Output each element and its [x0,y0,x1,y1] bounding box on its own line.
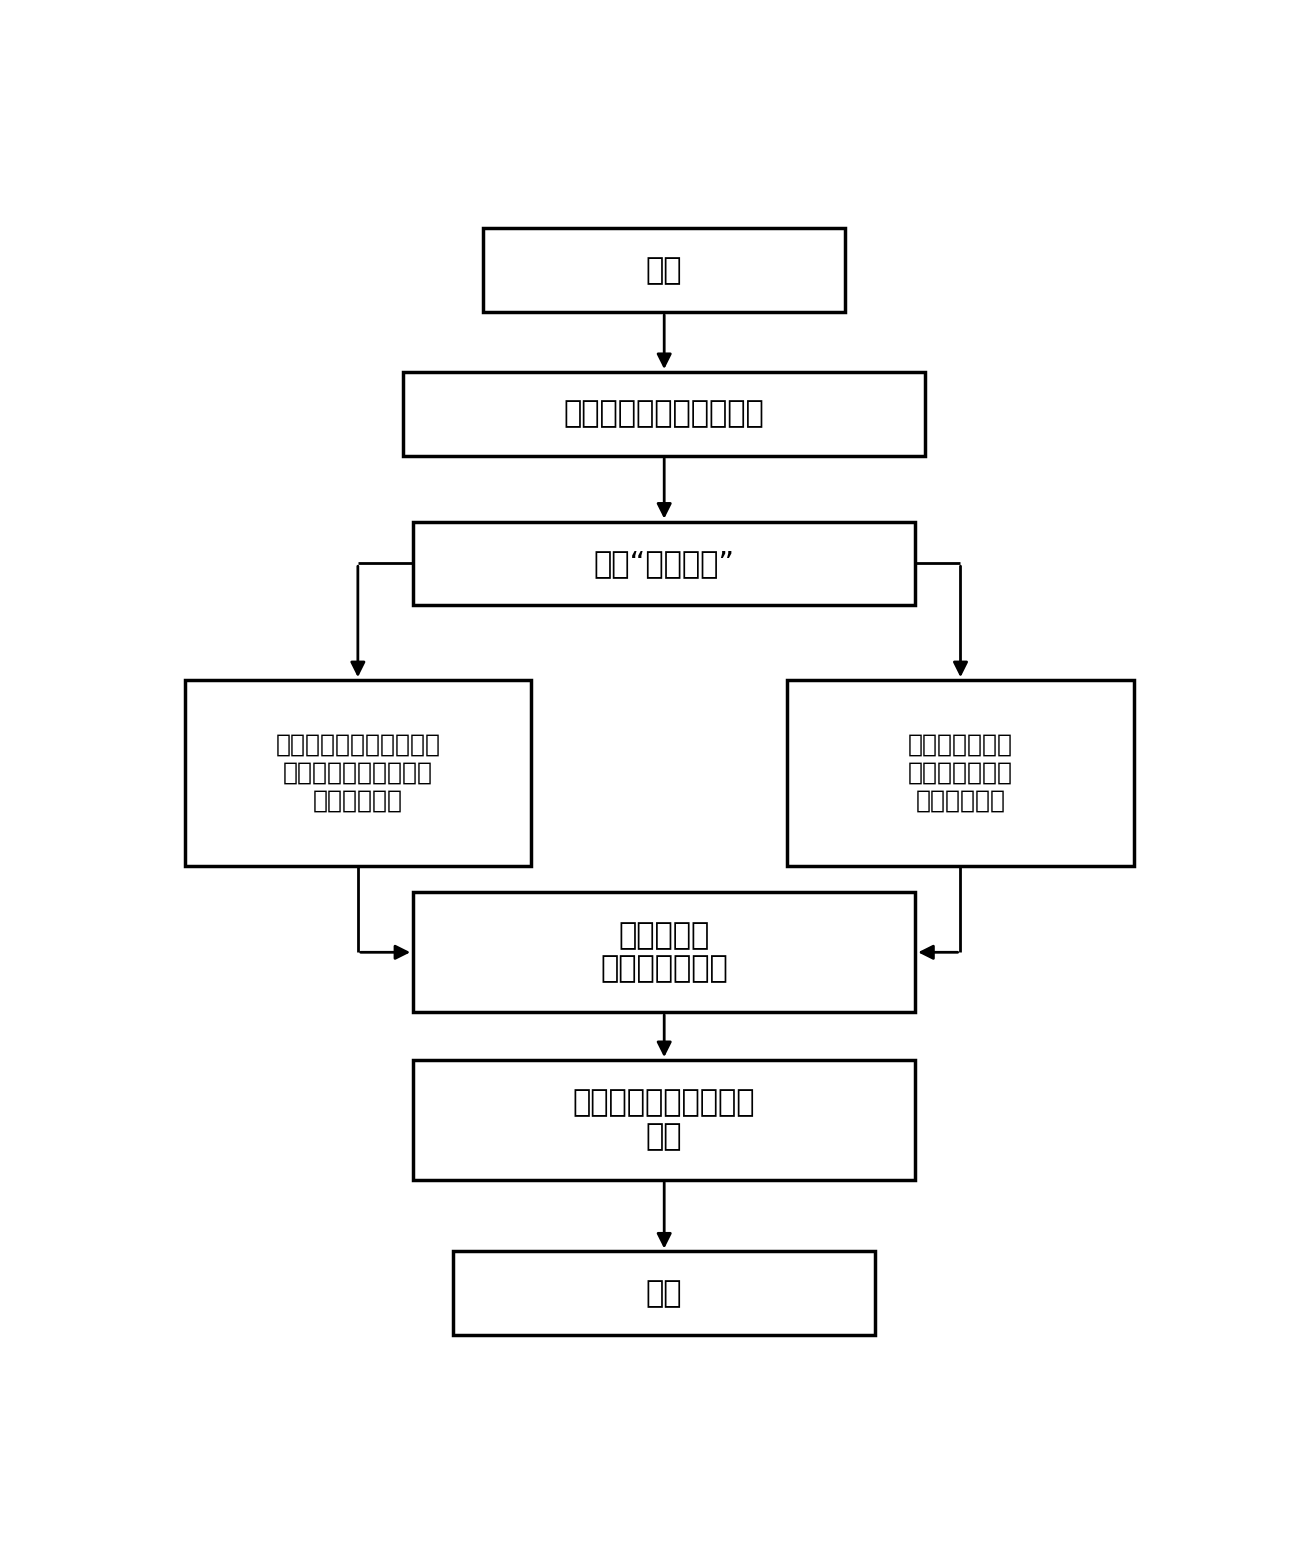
Text: 设定“有效区域”: 设定“有效区域” [594,549,735,578]
Bar [413,522,915,606]
Text: 获取最终的猪个体前景
目标: 获取最终的猪个体前景 目标 [573,1088,756,1152]
Bar [403,371,925,455]
Text: 开始: 开始 [645,256,683,284]
Bar [454,1251,875,1335]
Bar [184,681,531,866]
Text: 采集俦视群养猪视频序列: 采集俦视群养猪视频序列 [564,399,765,429]
Bar [413,1060,915,1179]
Bar [483,228,845,312]
Bar [413,892,915,1012]
Text: 提出基于预测机制的混合
高斯模型前景检测算法
获取前景目标: 提出基于预测机制的混合 高斯模型前景检测算法 获取前景目标 [275,733,441,813]
Text: 结果融合及
数学形态学处理: 结果融合及 数学形态学处理 [600,922,728,984]
Text: 利用颜色信息的
最大熵阀値分割
获取前景目标: 利用颜色信息的 最大熵阀値分割 获取前景目标 [908,733,1013,813]
Bar [787,681,1134,866]
Text: 结束: 结束 [645,1279,683,1308]
